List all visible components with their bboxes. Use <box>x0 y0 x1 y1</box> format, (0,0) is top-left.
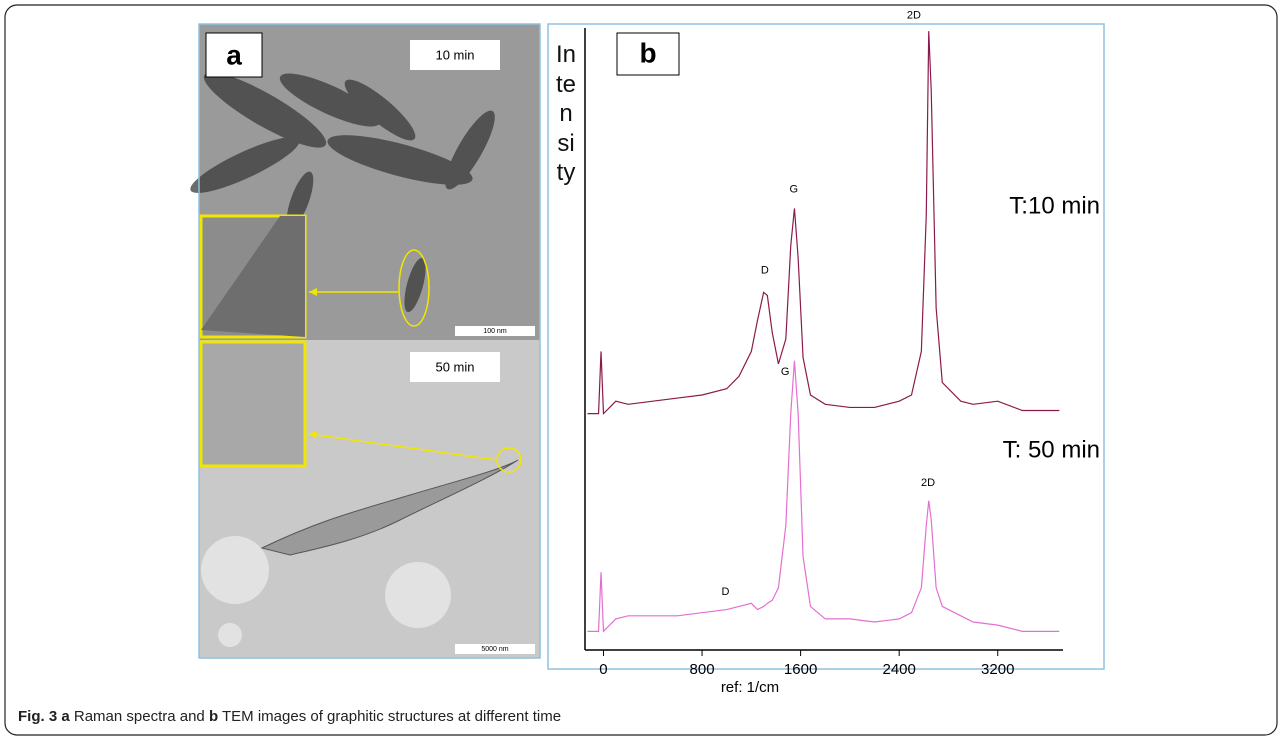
x-tick-label: 800 <box>690 661 715 678</box>
label-box <box>205 32 263 78</box>
x-tick-label: 2400 <box>882 661 915 678</box>
series-label: T:10 min <box>1009 192 1100 219</box>
hole <box>201 536 269 604</box>
scale-bar-box <box>455 644 535 654</box>
tem-particle <box>260 459 519 556</box>
y-axis-label: Intensity <box>556 41 577 186</box>
x-tick-label: 1600 <box>784 661 817 678</box>
time-label: 50 min <box>435 359 474 374</box>
arrowhead <box>309 288 317 296</box>
caption: Fig. 3 a Raman spectra and b TEM images … <box>18 708 561 725</box>
peak-label: D <box>721 586 729 598</box>
peak-label: 2D <box>907 9 921 21</box>
hole <box>385 562 451 628</box>
caption-text: Raman spectra and <box>73 708 205 725</box>
peak-label: D <box>761 264 769 276</box>
x-axis-label: ref: 1/cm <box>721 679 779 696</box>
time-label: 10 min <box>435 47 474 62</box>
time-box <box>410 40 500 70</box>
spectrum-line <box>587 360 1060 633</box>
label-box <box>616 32 680 76</box>
panel-label: a <box>226 39 242 70</box>
arrow <box>308 433 498 461</box>
caption-text: TEM images of graphitic structures at di… <box>222 708 562 725</box>
inset-edge <box>201 216 305 337</box>
arrowhead <box>309 431 317 439</box>
time-box <box>410 352 500 382</box>
caption-a: a <box>61 708 70 725</box>
peak-label: G <box>790 184 799 196</box>
inset-bottom <box>199 340 307 468</box>
highlight-ellipse <box>398 249 430 327</box>
series-label: T: 50 min <box>1003 436 1100 463</box>
spectrum-line <box>587 31 1060 416</box>
scale-bar-label: 100 nm <box>483 328 507 335</box>
tem-particles <box>190 72 495 313</box>
panel-b-border <box>547 23 1105 670</box>
peak-label: 2D <box>921 477 935 489</box>
scale-bar-label: 5000 nm <box>481 646 508 653</box>
panel-label: b <box>639 37 656 68</box>
caption-b: b <box>208 708 219 725</box>
panel-a-border <box>198 23 541 659</box>
peak-label: G <box>781 366 790 378</box>
caption-fig: Fig. 3 <box>18 708 58 725</box>
hole <box>218 623 242 647</box>
x-tick-label: 0 <box>599 661 607 678</box>
scale-bar-box <box>455 326 535 336</box>
x-tick-label: 3200 <box>981 661 1014 678</box>
frame <box>4 4 1278 736</box>
